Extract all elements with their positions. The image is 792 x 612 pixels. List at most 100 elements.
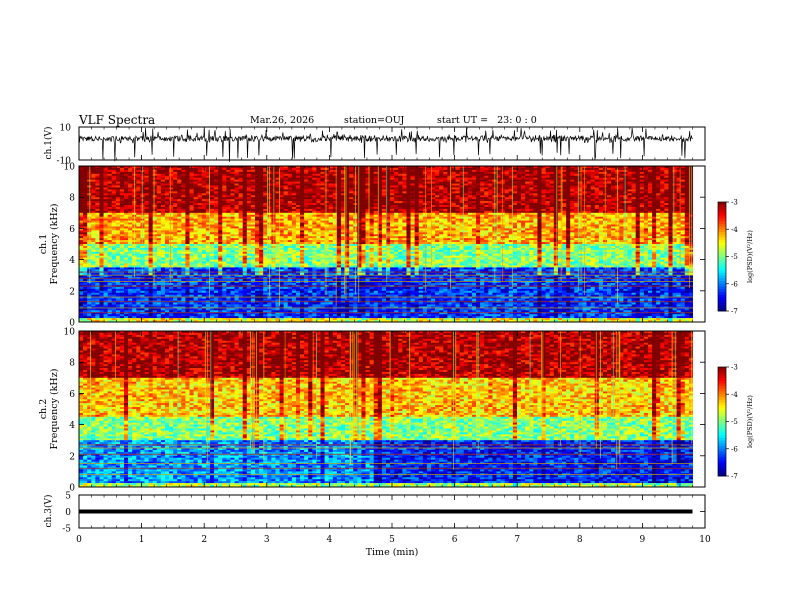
spectrogram-ch1-cell <box>255 261 260 264</box>
spectrogram-ch1-cell <box>279 177 284 180</box>
spectrogram-ch1-cell <box>304 245 309 249</box>
spectrogram-ch1-cell <box>87 288 92 292</box>
spectrogram-ch1-cell <box>197 177 203 180</box>
spectrogram-ch1-cell <box>242 224 248 227</box>
spectrogram-ch1-cell <box>111 232 117 235</box>
spectrogram-ch1-cell <box>136 249 141 253</box>
spectrogram-ch1-cell <box>128 222 133 225</box>
spectrogram-ch1-cell <box>275 298 280 301</box>
spectrogram-ch1-cell <box>238 245 244 249</box>
spectrogram-ch1-cell <box>177 267 182 270</box>
spectrogram-ch1-cell <box>320 218 325 221</box>
spectrogram-ch1-cell <box>83 312 88 315</box>
spectrogram-ch1-cell <box>263 308 268 311</box>
spectrogram-ch1-cell <box>152 312 158 315</box>
spectrogram-ch1-cell <box>218 240 223 243</box>
spectrogram-ch1-cell <box>250 218 256 221</box>
spectrogram-ch1-cell <box>300 187 305 190</box>
spectrogram-ch1-cell <box>128 177 133 180</box>
spectrogram-ch1-cell <box>234 191 239 194</box>
spectrogram-ch1-cell <box>205 275 211 278</box>
spectrogram-ch1-cell <box>189 242 194 245</box>
spectrogram-ch1-cell <box>128 236 133 239</box>
spectrogram-ch1-cell <box>111 181 117 184</box>
spectrogram-ch1-cell <box>87 234 92 237</box>
spectrogram-ch1-cell <box>95 304 100 307</box>
spectrogram-ch1-cell <box>230 269 235 272</box>
spectrogram-ch1-cell <box>169 218 174 221</box>
spectrogram-ch1-cell <box>279 261 284 264</box>
spectrogram-ch1-cell <box>99 222 104 225</box>
spectrogram-ch1-cell <box>103 214 108 217</box>
spectrogram-ch1-cell <box>205 249 211 253</box>
spectrogram-ch1-cell <box>136 290 141 294</box>
spectrogram-ch1-cell <box>275 242 280 245</box>
spectrogram-ch1-cell <box>246 177 252 180</box>
spectrogram-ch1-cell <box>193 261 198 264</box>
spectrogram-ch1-cell <box>156 208 162 212</box>
spectrogram-ch1-cell <box>197 173 203 177</box>
spectrogram-ch1-cell <box>173 193 178 196</box>
spectrogram-ch1-cell <box>255 314 260 317</box>
spectrogram-ch1-cell <box>279 312 284 315</box>
spectrogram-ch1-cell <box>124 212 129 216</box>
spectrogram-ch1-cell <box>201 187 207 190</box>
spectrogram-ch1-cell <box>160 224 166 227</box>
spectrogram-ch1-cell <box>222 195 227 198</box>
spectrogram-ch1-cell <box>83 314 88 317</box>
spectrogram-ch1-cell <box>181 316 186 319</box>
spectrogram-ch1-cell <box>148 255 153 258</box>
spectrogram-ch1-cell <box>308 267 313 270</box>
spectrogram-ch1-cell <box>312 212 317 216</box>
spectrogram-ch1-cell <box>275 249 280 253</box>
spectrogram-ch1-cell <box>99 288 104 292</box>
spectrogram-ch1-cell <box>259 171 264 175</box>
spectrogram-ch1-cell <box>189 226 194 229</box>
spectrogram-ch1-cell <box>169 191 174 194</box>
spectrogram-ch1-cell <box>263 201 268 204</box>
spectrogram-ch1-cell <box>111 212 117 216</box>
spectrogram-ch1-cell <box>173 304 178 307</box>
spectrogram-ch1-cell <box>185 245 190 249</box>
spectrogram-ch1-cell <box>230 238 235 241</box>
spectrogram-ch1-cell <box>324 206 329 210</box>
spectrogram-ch1-cell <box>107 245 113 249</box>
spectrogram-ch1-cell <box>291 167 297 171</box>
spectrogram-ch1-cell <box>205 257 211 260</box>
spectrogram-ch1-cell <box>91 224 96 227</box>
spectrogram-ch1-cell <box>275 173 280 177</box>
spectrogram-ch1-cell <box>205 245 211 249</box>
spectrogram-ch1-cell <box>197 185 203 188</box>
spectrogram-ch1-cell <box>275 255 280 258</box>
spectrogram-ch1-cell <box>79 230 84 233</box>
spectrogram-ch1-cell <box>189 238 194 241</box>
spectrogram-ch1-cell <box>295 263 301 266</box>
spectrogram-ch1-cell <box>164 232 170 235</box>
spectrogram-ch1-cell <box>136 216 141 219</box>
spectrogram-ch1-cell <box>279 259 284 262</box>
spectrogram-ch1-cell <box>263 275 268 278</box>
spectrogram-ch1-cell <box>119 173 125 177</box>
spectrogram-ch1-cell <box>242 171 248 175</box>
spectrogram-ch1-cell <box>136 226 141 229</box>
spectrogram-ch1-cell <box>136 224 141 227</box>
spectrogram-ch1-cell <box>308 201 313 204</box>
spectrogram-ch1-cell <box>99 220 104 223</box>
spectrogram-ch1-cell <box>242 244 248 247</box>
spectrogram-ch1-cell <box>107 169 113 173</box>
spectrogram-ch1-cell <box>148 318 153 321</box>
spectrogram-ch1-cell <box>222 208 227 212</box>
spectrogram-ch1-cell <box>144 181 149 184</box>
spectrogram-ch1-cell <box>250 187 256 190</box>
spectrogram-ch1-cell <box>283 183 289 186</box>
spectrogram-ch1-cell <box>197 191 203 194</box>
spectrogram-ch1-cell <box>283 244 289 247</box>
spectrogram-ch1-cell <box>263 226 268 229</box>
spectrogram-ch1-cell <box>124 220 129 223</box>
spectrogram-ch1-cell <box>304 218 309 221</box>
spectrogram-ch1-cell <box>164 244 170 247</box>
spectrogram-ch1-cell <box>308 205 313 208</box>
spectrogram-ch1-cell <box>99 181 104 184</box>
spectrogram-ch1-cell <box>181 240 186 243</box>
spectrogram-ch1-cell <box>91 292 96 295</box>
